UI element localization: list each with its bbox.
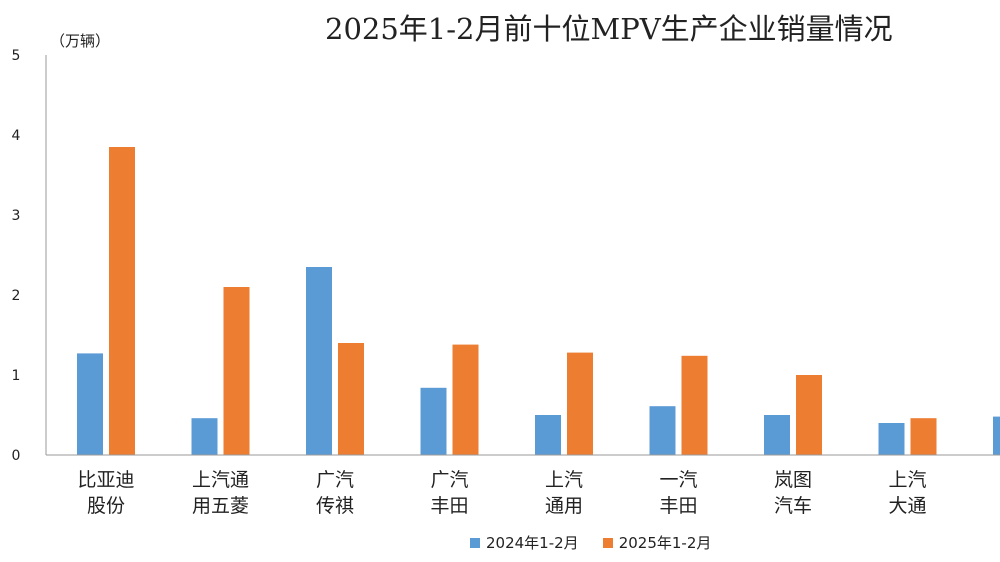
legend-swatch-2024 bbox=[470, 537, 480, 548]
bar-2025 bbox=[109, 147, 135, 455]
x-category-label: 上汽 bbox=[545, 469, 583, 491]
bar-2025 bbox=[681, 355, 708, 455]
legend: 2024年1-2月 2025年1-2月 bbox=[470, 532, 711, 553]
x-category-label: 用五菱 bbox=[192, 495, 249, 517]
x-category-label: 股份 bbox=[87, 495, 125, 517]
y-tick-label: 2 bbox=[12, 288, 21, 304]
x-category-label: 上汽通 bbox=[192, 469, 249, 491]
chart-title: 2025年1-2月前十位MPV生产企业销量情况 bbox=[325, 12, 893, 46]
bar-2025 bbox=[796, 375, 822, 455]
bar-2024 bbox=[535, 415, 561, 455]
bar-2024 bbox=[649, 406, 676, 455]
y-tick-label: 0 bbox=[12, 448, 21, 464]
bar-2025 bbox=[223, 287, 250, 455]
legend-swatch-2025 bbox=[602, 537, 613, 548]
legend-label-2025: 2025年1-2月 bbox=[618, 534, 712, 552]
x-category-label: 汽车 bbox=[774, 495, 812, 517]
x-category-label: 广汽 bbox=[316, 469, 354, 491]
bar-2024 bbox=[191, 418, 218, 455]
x-category-label: 岚图 bbox=[774, 469, 812, 491]
x-category-label: 丰田 bbox=[430, 495, 468, 517]
legend-item-2025: 2025年1-2月 bbox=[602, 532, 712, 553]
bar-2025 bbox=[452, 344, 479, 455]
legend-item-2024: 2024年1-2月 bbox=[470, 532, 579, 553]
x-category-label: 通用 bbox=[545, 495, 583, 517]
legend-label-2024: 2024年1-2月 bbox=[486, 534, 579, 552]
bar-2024 bbox=[77, 353, 103, 455]
x-category-label: 一汽 bbox=[659, 469, 697, 491]
bar-2025 bbox=[910, 418, 937, 455]
bar-2024 bbox=[420, 387, 447, 455]
bar-2024 bbox=[306, 267, 332, 455]
x-category-label: 丰田 bbox=[659, 495, 697, 517]
y-tick-label: 3 bbox=[12, 208, 21, 224]
x-category-label: 传祺 bbox=[316, 495, 354, 517]
x-category-label: 大通 bbox=[888, 495, 926, 517]
bar-2024 bbox=[993, 416, 1000, 455]
y-tick-label: 5 bbox=[12, 48, 21, 64]
bar-2025 bbox=[338, 343, 364, 455]
x-category-label: 上汽 bbox=[888, 469, 926, 491]
y-tick-label: 4 bbox=[12, 128, 21, 144]
bar-2025 bbox=[567, 352, 593, 455]
y-axis-unit-label: （万辆） bbox=[50, 32, 111, 50]
x-category-label: 广汽 bbox=[430, 469, 468, 491]
bar-2024 bbox=[878, 423, 905, 455]
x-category-label: 比亚迪 bbox=[77, 469, 134, 491]
bar-2024 bbox=[764, 415, 790, 455]
y-tick-label: 1 bbox=[12, 368, 21, 384]
